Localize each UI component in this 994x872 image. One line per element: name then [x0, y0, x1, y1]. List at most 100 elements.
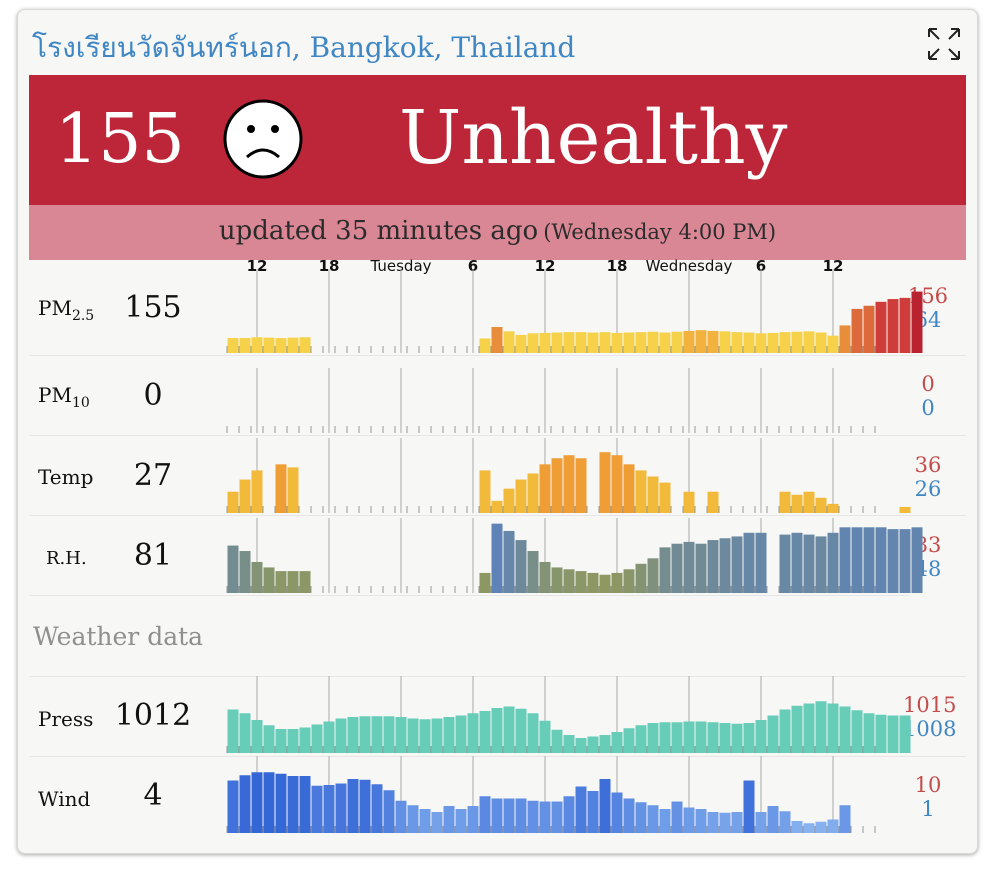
wind-bar: [323, 785, 335, 833]
press-bar: [359, 716, 371, 753]
press-bar: [491, 708, 503, 753]
station-title[interactable]: โรงเรียนวัดจันทร์นอก, Bangkok, Thailand: [32, 31, 576, 64]
press-bar: [515, 708, 527, 753]
wind-bar: [515, 798, 527, 833]
rh-bar: [239, 551, 251, 593]
rh-bar: [755, 532, 767, 593]
temp-bar: [779, 491, 791, 513]
press-bar: [311, 724, 323, 753]
temp-bar: [647, 476, 659, 513]
temp-bar: [575, 458, 587, 513]
rh-bar: [875, 527, 887, 593]
pm25-bar: [755, 333, 767, 353]
rh-bar: [527, 551, 539, 593]
rh-bar: [491, 523, 503, 593]
rh-bar: [599, 574, 611, 593]
weather-section-title: Weather data: [33, 622, 204, 651]
pm25-bar: [839, 325, 851, 353]
temp-bar: [827, 503, 839, 513]
temp-bar: [515, 479, 527, 513]
pm25-bar: [563, 332, 575, 353]
press-bar: [635, 725, 647, 753]
rh-bar: [539, 561, 551, 593]
temp-bar: [275, 464, 287, 513]
pm25-bar: [863, 305, 875, 353]
wind-bar: [227, 780, 239, 833]
rh-bar: [623, 569, 635, 593]
wind-bar: [695, 809, 707, 833]
pm25-bar: [299, 337, 311, 353]
wind-value: 4: [143, 778, 163, 813]
rh-bar: [275, 571, 287, 593]
pm25-label: PM2.5: [38, 296, 95, 324]
wind-bar: [311, 785, 323, 833]
press-bar: [611, 732, 623, 753]
wind-bar: [431, 812, 443, 833]
rh-bar: [899, 529, 911, 593]
wind-bar: [683, 807, 695, 833]
update-text: updated 35 minutes ago: [218, 216, 539, 246]
press-bar: [815, 701, 827, 753]
rh-bar: [287, 571, 299, 593]
wind-bar: [575, 786, 587, 833]
press-bar: [827, 703, 839, 753]
pm25-bar: [659, 332, 671, 353]
press-bar: [803, 703, 815, 753]
row-divider: [29, 355, 966, 356]
wind-bar: [611, 792, 623, 833]
temp-label: Temp: [38, 465, 94, 489]
press-bar: [503, 706, 515, 753]
rh-bar: [263, 567, 275, 593]
time-axis-label: 6: [755, 257, 767, 275]
temp-bar: [599, 452, 611, 513]
press-bar: [395, 717, 407, 753]
press-bar: [551, 729, 563, 753]
rh-bar: [503, 530, 515, 593]
press-bar: [467, 713, 479, 753]
temp-bar: [803, 491, 815, 513]
press-bar: [707, 722, 719, 753]
wind-bar: [479, 796, 491, 833]
pm25-bar: [743, 332, 755, 353]
wind-bar: [731, 812, 743, 833]
wind-bar: [623, 798, 635, 833]
rh-bar: [839, 527, 851, 593]
press-bar: [407, 718, 419, 753]
pm25-bar: [287, 337, 299, 353]
pm25-bar: [611, 332, 623, 353]
press-bar: [335, 718, 347, 753]
rh-bar: [587, 572, 599, 593]
press-bar: [431, 718, 443, 753]
pm25-bar: [671, 331, 683, 353]
wind-bar: [455, 809, 467, 833]
temp-bar: [503, 488, 515, 513]
press-bar: [755, 720, 767, 753]
press-bar: [239, 713, 251, 753]
expand-icon[interactable]: [926, 26, 962, 62]
time-axis-label: 12: [246, 257, 268, 275]
rh-bar: [611, 572, 623, 593]
temp-bar: [623, 464, 635, 513]
time-axis-label: 18: [318, 257, 340, 275]
pm25-bar: [827, 335, 839, 353]
time-axis-label: 6: [467, 257, 479, 275]
press-bar: [851, 710, 863, 753]
temp-bar: [815, 497, 827, 513]
wind-bar: [239, 775, 251, 833]
press-bar: [587, 736, 599, 753]
rh-bar: [515, 540, 527, 593]
press-bar: [695, 721, 707, 753]
rh-bar: [647, 558, 659, 593]
pm25-bar: [911, 291, 923, 353]
rh-value: 81: [133, 538, 173, 573]
pm25-bar: [251, 337, 263, 353]
wind-bar: [539, 801, 551, 833]
wind-bar: [527, 800, 539, 833]
temp-bar: [551, 458, 563, 513]
wind-bar: [647, 805, 659, 833]
pm25-bar: [539, 332, 551, 353]
pm25-bar: [575, 332, 587, 353]
press-bar: [887, 715, 899, 753]
temp-bar: [707, 491, 719, 513]
press-bar: [275, 729, 287, 753]
